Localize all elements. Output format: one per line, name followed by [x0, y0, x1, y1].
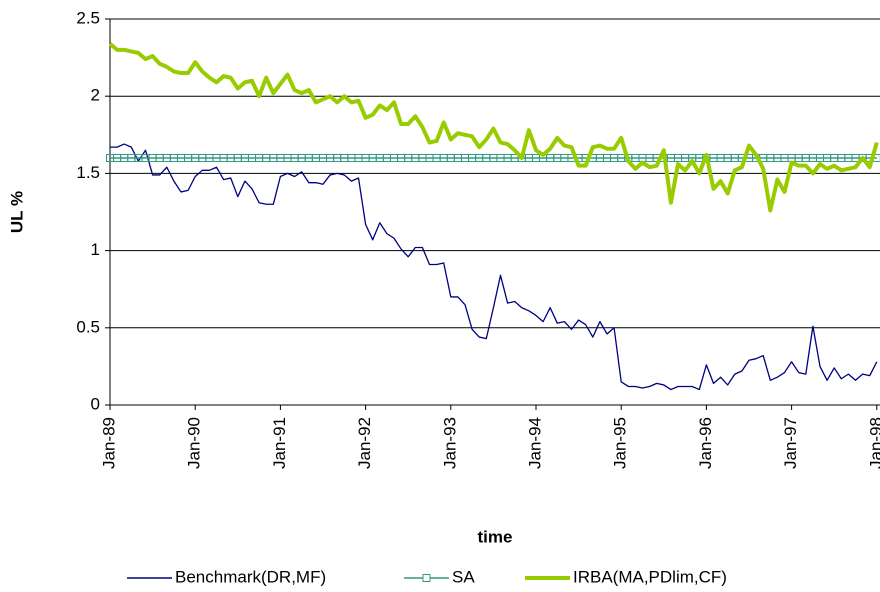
legend-label: IRBA(MA,PDlim,CF)	[573, 567, 727, 586]
y-tick-label: 0.5	[76, 317, 100, 336]
x-tick-label: Jan-94	[525, 417, 544, 469]
y-tick-label: 2.5	[76, 8, 100, 27]
y-axis-title: UL %	[7, 191, 26, 233]
legend-marker	[422, 574, 431, 582]
legend-label: SA	[452, 567, 475, 586]
x-tick-label: Jan-89	[99, 417, 118, 469]
x-tick-label: Jan-98	[866, 417, 880, 469]
x-tick-label: Jan-90	[185, 417, 204, 469]
legend-label: Benchmark(DR,MF)	[175, 567, 326, 586]
y-tick-label: 1	[91, 240, 100, 259]
x-tick-label: Jan-93	[440, 417, 459, 469]
plot-area	[106, 42, 880, 391]
x-tick-label: Jan-92	[355, 417, 374, 469]
x-tick-label: Jan-95	[611, 417, 630, 469]
series-line	[110, 143, 878, 391]
y-tick-label: 2	[91, 86, 100, 105]
y-tick-label: 1.5	[76, 163, 100, 182]
y-tick-label: 0	[91, 394, 100, 413]
x-axis-title: time	[478, 527, 513, 546]
series-line	[108, 42, 879, 213]
x-tick-label: Jan-97	[781, 417, 800, 469]
x-tick-label: Jan-96	[696, 417, 715, 469]
x-tick-label: Jan-91	[270, 417, 289, 469]
